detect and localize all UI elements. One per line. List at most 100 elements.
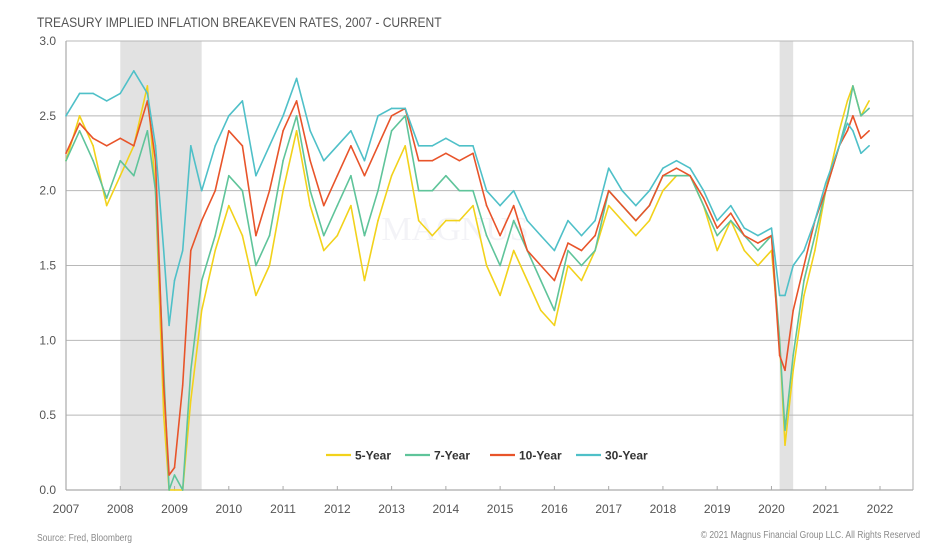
data-point-30-year <box>105 100 108 102</box>
data-point-5-year <box>499 294 501 297</box>
data-point-10-year <box>485 204 488 207</box>
gridlines: 0.0 0.5 1.0 1.5 2.0 2.5 3.0 <box>39 34 913 497</box>
data-point-30-year <box>784 294 786 297</box>
data-point-7-year <box>282 159 284 162</box>
data-point-5-year <box>743 249 746 252</box>
data-point-30-year <box>431 144 434 147</box>
data-point-10-year <box>133 144 135 147</box>
data-point-30-year <box>154 144 157 147</box>
data-point-7-year <box>499 264 501 267</box>
data-point-30-year <box>200 189 203 192</box>
data-point-7-year <box>190 369 192 372</box>
data-point-7-year <box>377 189 379 192</box>
data-point-30-year <box>78 92 81 95</box>
data-point-10-year <box>214 189 217 192</box>
data-point-10-year <box>472 152 474 155</box>
data-point-30-year <box>512 189 515 192</box>
data-point-10-year <box>846 130 849 132</box>
data-point-30-year <box>824 182 827 184</box>
data-point-7-year <box>784 429 786 431</box>
series-lines <box>65 70 870 491</box>
x-tick-label: 2021 <box>812 502 839 516</box>
data-point-30-year <box>757 234 759 237</box>
data-point-5-year <box>214 249 217 252</box>
data-point-7-year <box>228 174 230 177</box>
data-point-30-year <box>228 115 230 117</box>
data-point-30-year <box>350 130 352 132</box>
data-point-5-year <box>540 309 542 312</box>
data-point-5-year <box>92 144 94 147</box>
data-point-30-year <box>322 159 325 162</box>
data-point-10-year <box>162 384 165 387</box>
data-point-10-year <box>607 189 610 192</box>
data-point-5-year <box>390 174 393 177</box>
x-tick-label: 2011 <box>270 502 296 516</box>
data-point-10-year <box>228 130 230 132</box>
data-point-7-year <box>350 174 352 177</box>
data-point-5-year <box>173 489 176 491</box>
data-point-5-year <box>255 294 257 297</box>
data-point-5-year <box>241 234 244 237</box>
data-point-5-year <box>268 264 271 267</box>
data-point-10-year <box>540 264 542 267</box>
data-point-10-year <box>702 197 705 199</box>
data-point-30-year <box>472 144 474 147</box>
data-point-30-year <box>499 204 501 207</box>
data-point-30-year <box>241 100 244 102</box>
x-tick-label: 2014 <box>433 502 460 516</box>
data-point-5-year <box>363 279 366 282</box>
data-point-7-year <box>119 159 122 162</box>
data-point-5-year <box>377 219 379 222</box>
data-point-5-year <box>309 204 312 207</box>
data-point-5-year <box>228 204 230 207</box>
data-point-5-year <box>635 234 637 237</box>
data-point-7-year <box>814 234 816 237</box>
data-point-30-year <box>580 234 583 237</box>
data-point-10-year <box>336 174 339 177</box>
data-point-10-year <box>295 100 298 102</box>
data-point-10-year <box>675 167 678 170</box>
data-point-30-year <box>146 92 149 95</box>
data-point-5-year <box>621 219 624 222</box>
data-point-10-year <box>390 115 393 117</box>
data-point-5-year <box>803 294 805 297</box>
legend-label-7-year: 7-Year <box>434 449 470 463</box>
data-point-10-year <box>526 249 529 252</box>
data-point-10-year <box>92 137 94 140</box>
data-point-10-year <box>621 204 624 207</box>
data-point-5-year <box>146 85 149 87</box>
data-point-30-year <box>282 115 284 117</box>
data-point-7-year <box>675 174 678 177</box>
data-point-30-year <box>648 189 651 192</box>
copyright-note: © 2021 Magnus Financial Group LLC. All R… <box>700 530 920 541</box>
data-point-5-year <box>119 174 122 177</box>
data-point-30-year <box>716 219 718 222</box>
data-point-7-year <box>716 234 718 237</box>
data-point-30-year <box>778 294 781 297</box>
y-tick-label: 3.0 <box>39 34 56 48</box>
data-point-5-year <box>485 264 488 267</box>
data-point-10-year <box>431 159 434 162</box>
data-point-10-year <box>860 137 862 140</box>
data-point-10-year <box>553 279 556 282</box>
data-point-5-year <box>792 369 794 372</box>
data-point-10-year <box>729 212 732 214</box>
data-point-30-year <box>743 227 746 229</box>
data-point-10-year <box>173 466 176 469</box>
data-point-10-year <box>78 122 81 125</box>
data-point-30-year <box>567 219 569 222</box>
data-point-10-year <box>868 130 870 132</box>
data-point-30-year <box>594 219 596 222</box>
data-point-7-year <box>181 489 184 491</box>
data-point-30-year <box>621 189 624 192</box>
data-point-5-year <box>78 115 81 117</box>
data-point-5-year <box>295 130 298 132</box>
data-point-30-year <box>792 264 794 267</box>
data-point-5-year <box>648 219 651 222</box>
data-point-10-year <box>105 144 108 147</box>
data-point-5-year <box>512 249 515 252</box>
data-point-10-year <box>662 174 664 177</box>
data-point-7-year <box>846 115 849 117</box>
data-point-5-year <box>431 234 434 237</box>
data-point-5-year <box>526 279 529 282</box>
